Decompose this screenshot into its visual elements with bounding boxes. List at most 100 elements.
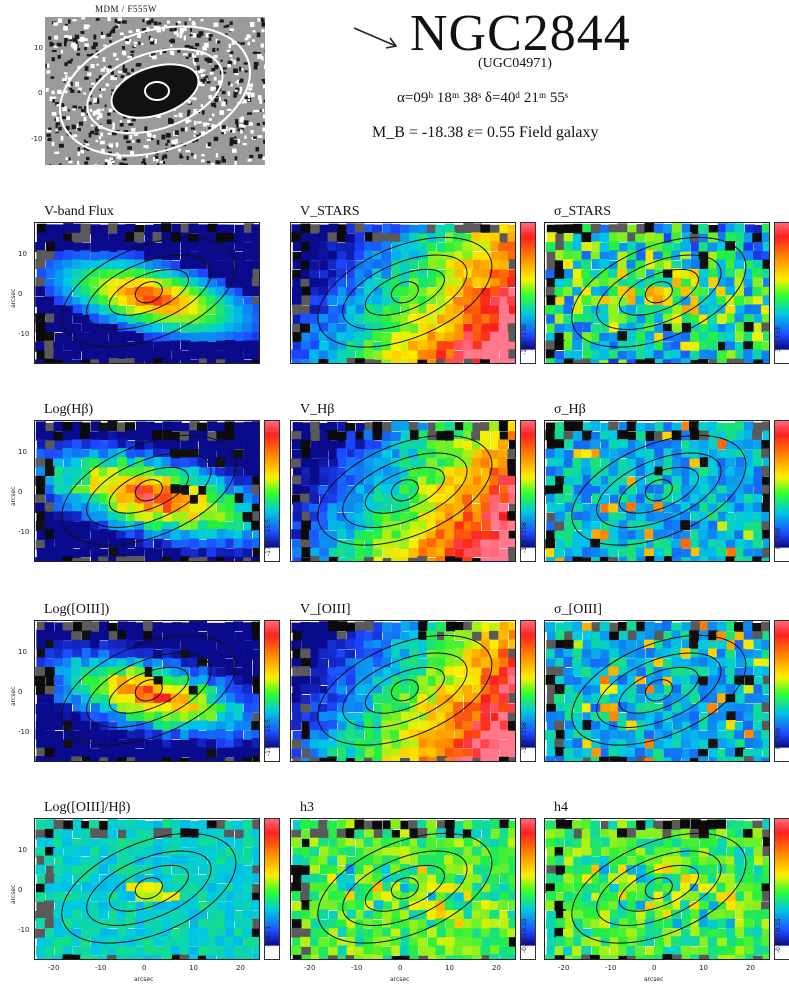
panel-title: V_Hβ (300, 402, 335, 417)
kinematic-map (34, 818, 260, 960)
kinematic-map (34, 620, 260, 762)
panel-title: Log(Hβ) (44, 402, 94, 417)
y-tick-label: 10 (18, 448, 27, 456)
x-axis-label: arcsec (390, 976, 410, 983)
colorbar-range: 0 / 200 (775, 527, 782, 549)
kinematic-map (544, 420, 770, 562)
y-tick-label: 0 (18, 488, 23, 496)
map-panel: -0.15 / 0.15 (544, 818, 789, 960)
x-tick-label: 0 (398, 964, 403, 972)
x-tick-label: 10 (699, 964, 708, 972)
x-tick-label: 10 (445, 964, 454, 972)
x-tick-label: -10 (605, 964, 617, 972)
panel-title: V-band Flux (44, 204, 114, 219)
hst-ytick: 10 (34, 44, 43, 52)
colorbar (520, 620, 536, 762)
x-tick-label: -10 (351, 964, 363, 972)
x-tick-label: -20 (558, 964, 570, 972)
map-panel: -0.15 / 0.15 (290, 818, 536, 960)
x-tick-label: 0 (652, 964, 657, 972)
kinematic-map (290, 222, 516, 364)
x-tick-label: 0 (142, 964, 147, 972)
x-axis-label: arcsec (644, 976, 664, 983)
map-panel: -158 / 158 (290, 620, 536, 762)
y-tick-label: -10 (18, 728, 30, 736)
colorbar (774, 222, 789, 364)
x-tick-label: -20 (48, 964, 60, 972)
colorbar-range: -0.15 / 0.15 (775, 918, 782, 954)
x-tick-label: 20 (236, 964, 245, 972)
panel-title: h3 (300, 800, 314, 815)
panel-title: V_STARS (300, 204, 360, 219)
kinematic-map (544, 620, 770, 762)
y-axis-label: arcsec (10, 486, 17, 506)
colorbar-range: -158 / 158 (521, 522, 528, 554)
colorbar (520, 420, 536, 562)
colorbar-range: -190 / 130 (521, 324, 528, 356)
map-panel: 0 / 200 (544, 620, 789, 762)
north-east-arrow-icon (353, 27, 398, 49)
panel-title: V_[OIII] (300, 602, 351, 617)
x-tick-label: 20 (746, 964, 755, 972)
colorbar (264, 420, 280, 562)
colorbar-range: -17.5 / -15.5 (265, 719, 272, 757)
colorbar (264, 620, 280, 762)
hst-image-label: MDM / F555W (95, 4, 158, 14)
map-panel: -17.5 / -15.5 (34, 620, 280, 762)
y-axis-label: arcsec (10, 884, 17, 904)
x-tick-label: 10 (189, 964, 198, 972)
colorbar (774, 420, 789, 562)
y-tick-label: 10 (18, 846, 27, 854)
map-panel: -190 / 130 (290, 222, 536, 364)
y-tick-label: 10 (18, 250, 27, 258)
kinematic-map (34, 222, 260, 364)
x-tick-label: -10 (95, 964, 107, 972)
kinematic-map (544, 818, 770, 960)
panel-title: h4 (554, 800, 568, 815)
map-panel: -17.5 / -15.5 (34, 420, 280, 562)
y-axis-label: arcsec (10, 686, 17, 706)
hst-image (45, 17, 265, 165)
y-tick-label: 0 (18, 886, 23, 894)
y-tick-label: -10 (18, 926, 30, 934)
colorbar-range: -17.5 / -15.5 (265, 519, 272, 557)
galaxy-coordinates: α=09ʰ 18ᵐ 38ˢ δ=40ᵈ 21ᵐ 55ˢ (397, 90, 569, 106)
map-panel: 30 / 133 (544, 222, 789, 364)
y-tick-label: 10 (18, 648, 27, 656)
kinematic-map (544, 222, 770, 364)
map-panel (34, 222, 260, 364)
colorbar-range: 0 / 200 (775, 727, 782, 749)
x-tick-label: -20 (304, 964, 316, 972)
kinematic-map (290, 420, 516, 562)
x-axis-label: arcsec (134, 976, 154, 983)
colorbar-range: -0.15 / 0.15 (521, 918, 528, 954)
panel-title: Log([OIII]/Hβ) (44, 800, 131, 815)
x-tick-label: 20 (492, 964, 501, 972)
kinematic-map (290, 620, 516, 762)
galaxy-alt-name: (UGC04971) (478, 56, 552, 71)
colorbar (264, 818, 280, 960)
y-axis-label: arcsec (10, 288, 17, 308)
panel-title: σ_[OIII] (554, 602, 602, 617)
y-tick-label: 0 (18, 290, 23, 298)
colorbar (774, 818, 789, 960)
colorbar (520, 818, 536, 960)
hst-ytick: 0 (38, 89, 43, 97)
galaxy-name: NGC2844 (410, 5, 631, 62)
panel-title: σ_Hβ (554, 402, 586, 417)
y-tick-label: -10 (18, 330, 30, 338)
map-panel: -1.2 / 1 (34, 818, 280, 960)
kinematic-map (290, 818, 516, 960)
panel-title: Log([OIII]) (44, 602, 110, 617)
y-tick-label: 0 (18, 688, 23, 696)
colorbar-range: 30 / 133 (775, 327, 782, 353)
colorbar (774, 620, 789, 762)
colorbar-range: -158 / 158 (521, 722, 528, 754)
map-panel: 0 / 200 (544, 420, 789, 562)
panel-title: σ_STARS (554, 204, 611, 219)
colorbar (520, 222, 536, 364)
colorbar-range: -1.2 / 1 (265, 925, 272, 947)
y-tick-label: -10 (18, 528, 30, 536)
kinematic-map (34, 420, 260, 562)
hst-ytick: -10 (31, 135, 43, 143)
